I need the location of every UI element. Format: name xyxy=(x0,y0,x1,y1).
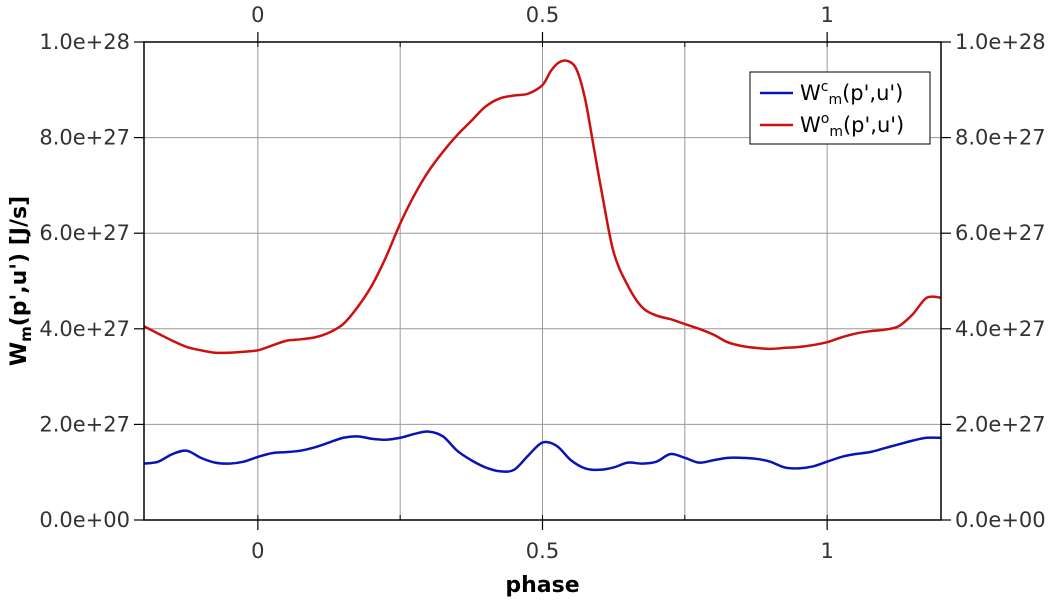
legend-entry-wc: Wcm(p',u') xyxy=(800,79,903,108)
y-tick-label-right: 6.0e+27 xyxy=(955,221,1046,245)
series-line-wc xyxy=(143,430,942,473)
ticks xyxy=(134,32,951,530)
y-axis-title-rest: (p',u') [J/s] xyxy=(7,196,32,326)
legend-wo-sub: m xyxy=(829,124,843,140)
y-tick-label-left: 2.0e+27 xyxy=(39,412,130,436)
y-tick-label-left: 1.0e+28 xyxy=(39,30,130,54)
legend: Wcm(p',u') Wom(p',u') xyxy=(749,71,931,145)
legend-wc-base: W xyxy=(800,81,821,105)
legend-wo-base: W xyxy=(800,113,821,137)
legend-wc-sub: m xyxy=(828,92,842,108)
x-tick-label-bottom: 1 xyxy=(820,539,833,563)
x-tick-label-bottom: 0 xyxy=(251,539,264,563)
legend-entry-wo: Wom(p',u') xyxy=(800,111,904,140)
x-tick-label-top: 0.5 xyxy=(526,3,559,27)
y-tick-label-right: 8.0e+27 xyxy=(955,126,1046,150)
legend-wc-sup: c xyxy=(821,79,829,95)
series-line-wo xyxy=(143,59,942,355)
y-tick-label-left: 6.0e+27 xyxy=(39,221,130,245)
y-tick-label-right: 4.0e+27 xyxy=(955,317,1046,341)
x-tick-label-bottom: 0.5 xyxy=(526,539,559,563)
y-tick-label-right: 2.0e+27 xyxy=(955,412,1046,436)
y-axis-title-base: W xyxy=(7,342,32,366)
legend-wo-sup: o xyxy=(821,111,830,127)
y-axis-title: Wm(p',u') [J/s] xyxy=(7,196,35,366)
y-tick-label-right: 1.0e+28 xyxy=(955,30,1046,54)
y-tick-label-left: 0.0e+00 xyxy=(39,508,130,532)
x-tick-label-top: 0 xyxy=(251,3,264,27)
y-tick-label-left: 8.0e+27 xyxy=(39,126,130,150)
y-tick-label-right: 0.0e+00 xyxy=(955,508,1046,532)
series-layer xyxy=(143,59,942,473)
legend-wo-rest: (p',u') xyxy=(843,113,904,137)
tick-labels: 0.0e+00 0.0e+00 2.0e+27 2.0e+27 4.0e+27 4.0e+… xyxy=(39,3,1045,563)
x-axis-title: phase xyxy=(505,573,579,598)
y-tick-label-left: 4.0e+27 xyxy=(39,317,130,341)
legend-wc-rest: (p',u') xyxy=(842,81,903,105)
y-axis-title-sub: m xyxy=(17,326,35,342)
x-tick-label-top: 1 xyxy=(820,3,833,27)
legend-box xyxy=(749,71,931,145)
